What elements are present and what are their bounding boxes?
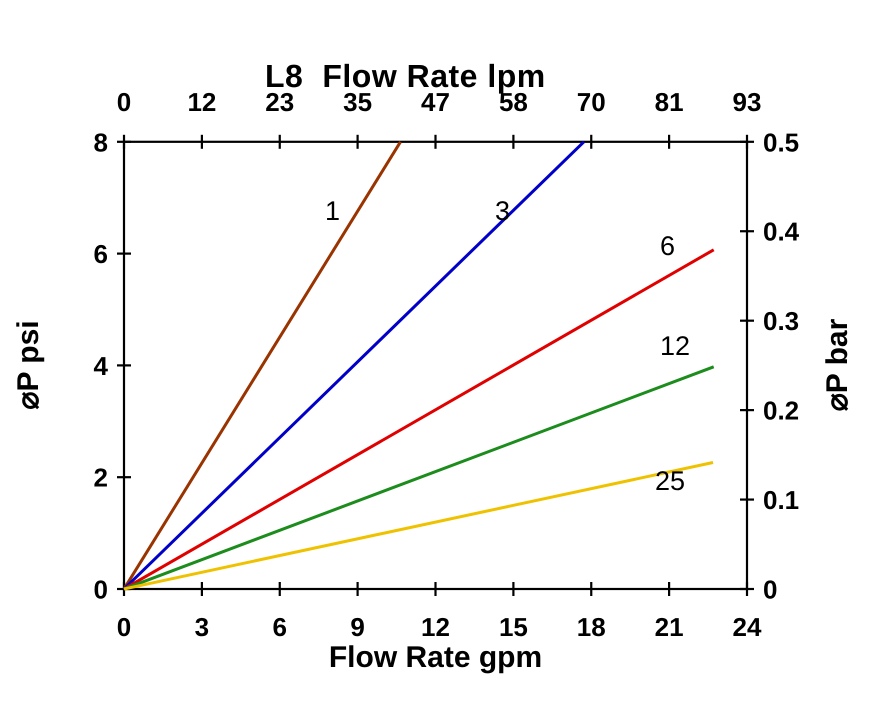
svg-text:15: 15 [499, 612, 528, 642]
svg-text:2: 2 [94, 463, 108, 493]
svg-text:0.1: 0.1 [763, 485, 799, 515]
svg-text:6: 6 [94, 239, 108, 269]
svg-text:93: 93 [733, 87, 762, 117]
svg-text:21: 21 [655, 612, 684, 642]
svg-text:8: 8 [94, 127, 108, 157]
svg-text:4: 4 [94, 351, 109, 381]
svg-text:0.2: 0.2 [763, 396, 799, 426]
svg-text:25: 25 [655, 466, 685, 496]
svg-text:0.3: 0.3 [763, 306, 799, 336]
svg-text:⌀P bar: ⌀P bar [821, 318, 854, 411]
svg-text:24: 24 [733, 612, 762, 642]
svg-text:0.4: 0.4 [763, 217, 800, 247]
svg-text:3: 3 [195, 612, 209, 642]
svg-text:70: 70 [577, 87, 606, 117]
svg-text:12: 12 [421, 612, 450, 642]
svg-text:Flow Rate gpm: Flow Rate gpm [329, 641, 542, 674]
svg-text:0: 0 [117, 87, 131, 117]
svg-text:0: 0 [117, 612, 131, 642]
svg-text:0: 0 [94, 575, 108, 605]
svg-text:3: 3 [495, 196, 510, 226]
svg-text:81: 81 [655, 87, 684, 117]
svg-text:0.5: 0.5 [763, 127, 799, 157]
svg-text:0: 0 [763, 575, 777, 605]
svg-text:12: 12 [660, 331, 690, 361]
svg-text:6: 6 [660, 231, 675, 261]
svg-text:1: 1 [325, 196, 340, 226]
svg-text:9: 9 [350, 612, 364, 642]
svg-text:18: 18 [577, 612, 606, 642]
svg-text:12: 12 [187, 87, 216, 117]
svg-text:⌀P psi: ⌀P psi [12, 320, 45, 409]
svg-text:6: 6 [273, 612, 287, 642]
